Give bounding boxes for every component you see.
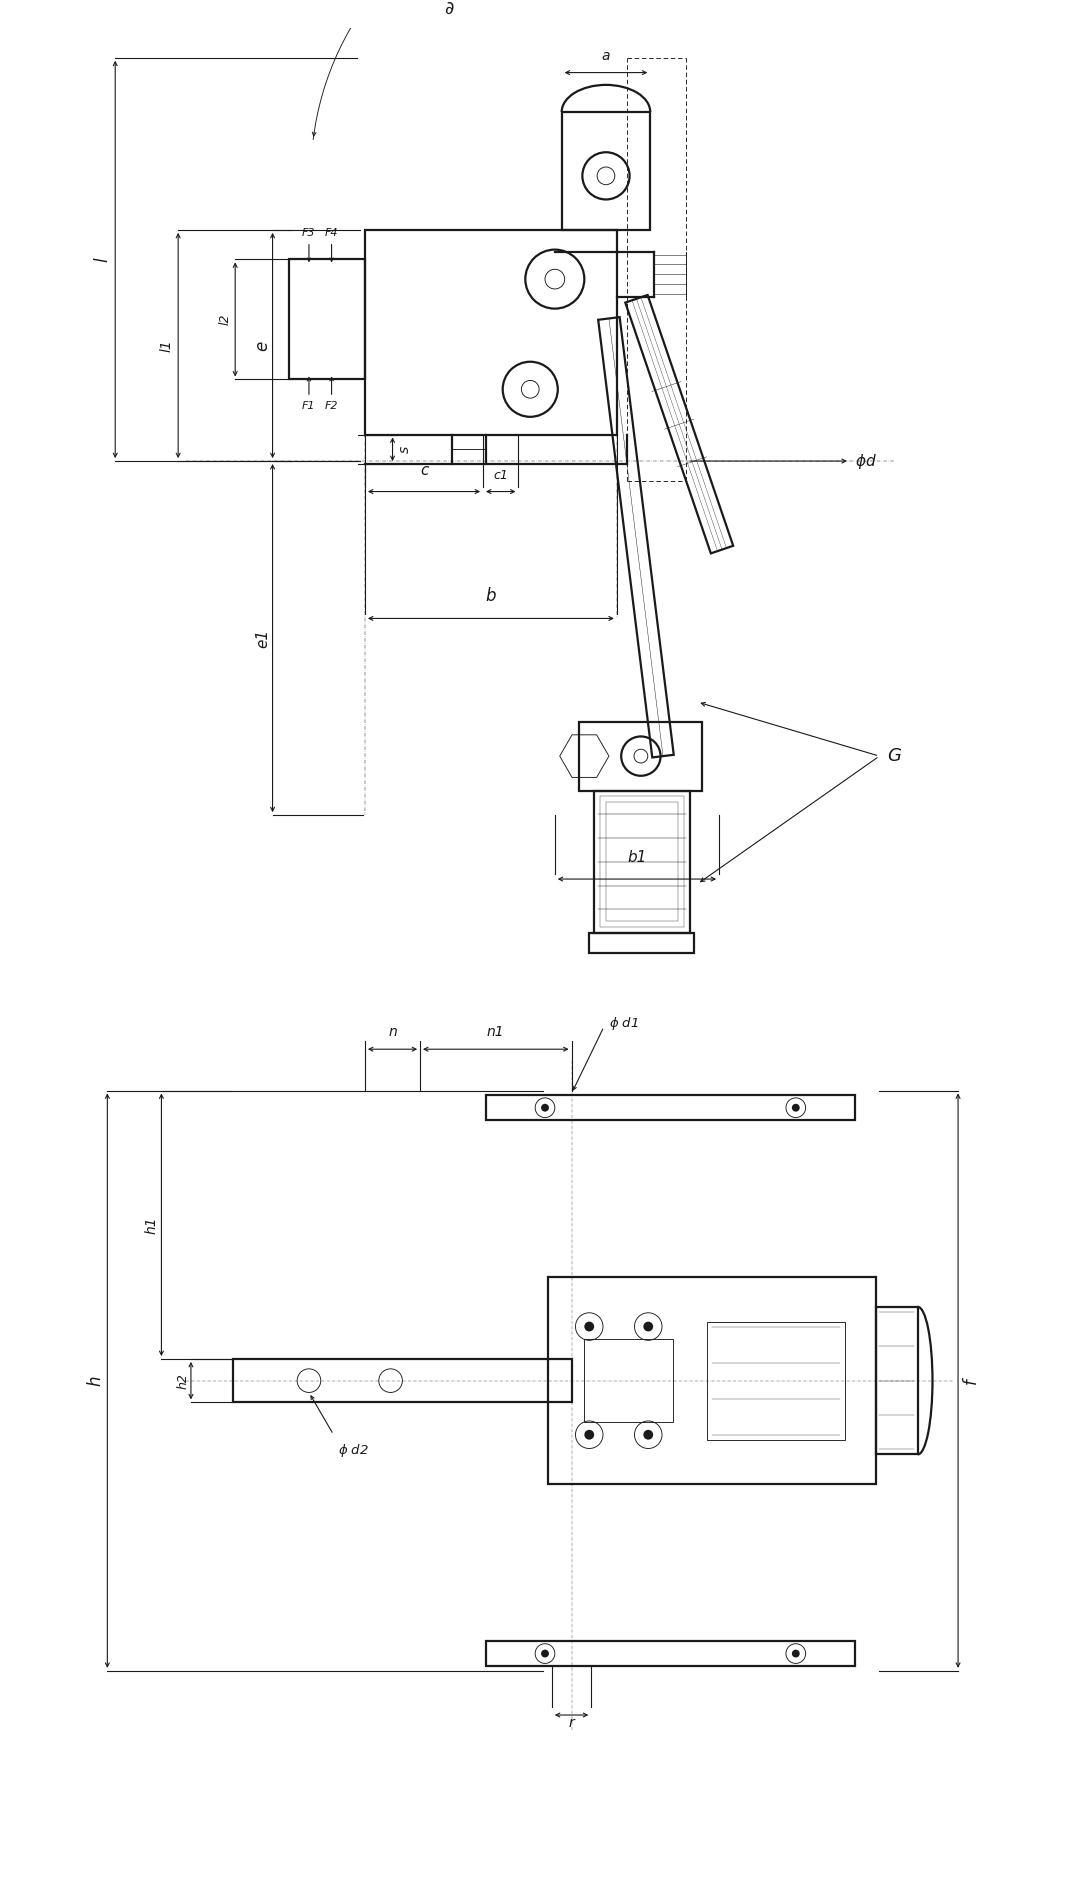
Text: e1: e1	[255, 628, 270, 648]
Text: b1: b1	[627, 850, 647, 865]
Circle shape	[792, 1105, 799, 1112]
Text: l2: l2	[219, 313, 232, 326]
Text: e: e	[254, 341, 272, 351]
Text: s: s	[397, 445, 412, 452]
Bar	[707, 1321, 845, 1440]
Bar	[579, 722, 702, 790]
Text: r: r	[568, 1715, 574, 1730]
Bar	[290, 260, 365, 379]
Text: c1: c1	[493, 469, 509, 483]
Bar	[877, 1306, 918, 1455]
Circle shape	[541, 1649, 549, 1657]
Text: $\phi$ d2: $\phi$ d2	[339, 1442, 369, 1459]
Bar	[486, 1095, 855, 1120]
Circle shape	[585, 1431, 595, 1440]
Text: l: l	[94, 256, 111, 262]
Text: $\phi$ d1: $\phi$ d1	[609, 1016, 639, 1033]
Text: a: a	[602, 49, 610, 62]
Bar	[589, 933, 695, 952]
Text: h: h	[86, 1376, 105, 1385]
Bar	[600, 797, 684, 927]
Bar	[548, 1278, 877, 1483]
Circle shape	[585, 1321, 595, 1331]
Circle shape	[644, 1431, 653, 1440]
Text: f: f	[962, 1378, 980, 1384]
Text: b: b	[486, 586, 497, 605]
Text: h2: h2	[176, 1372, 189, 1389]
Bar	[365, 230, 616, 435]
Bar	[486, 1642, 855, 1666]
Text: $\phi$d: $\phi$d	[855, 452, 877, 471]
Text: F4: F4	[325, 228, 339, 238]
Circle shape	[644, 1321, 653, 1331]
Text: G: G	[888, 746, 902, 765]
Text: F3: F3	[303, 228, 316, 238]
Text: c: c	[420, 464, 428, 477]
Text: F2: F2	[325, 402, 339, 411]
Bar	[595, 790, 689, 933]
Text: l1: l1	[159, 339, 173, 352]
Bar	[605, 803, 677, 922]
Bar	[585, 1340, 673, 1421]
Text: F1: F1	[303, 402, 316, 411]
Circle shape	[792, 1649, 799, 1657]
Text: n1: n1	[487, 1025, 504, 1039]
Circle shape	[541, 1105, 549, 1112]
Text: $\partial$: $\partial$	[443, 0, 454, 17]
Bar	[233, 1359, 572, 1402]
Text: n: n	[388, 1025, 396, 1039]
Bar	[562, 111, 650, 230]
Text: h1: h1	[145, 1216, 159, 1233]
